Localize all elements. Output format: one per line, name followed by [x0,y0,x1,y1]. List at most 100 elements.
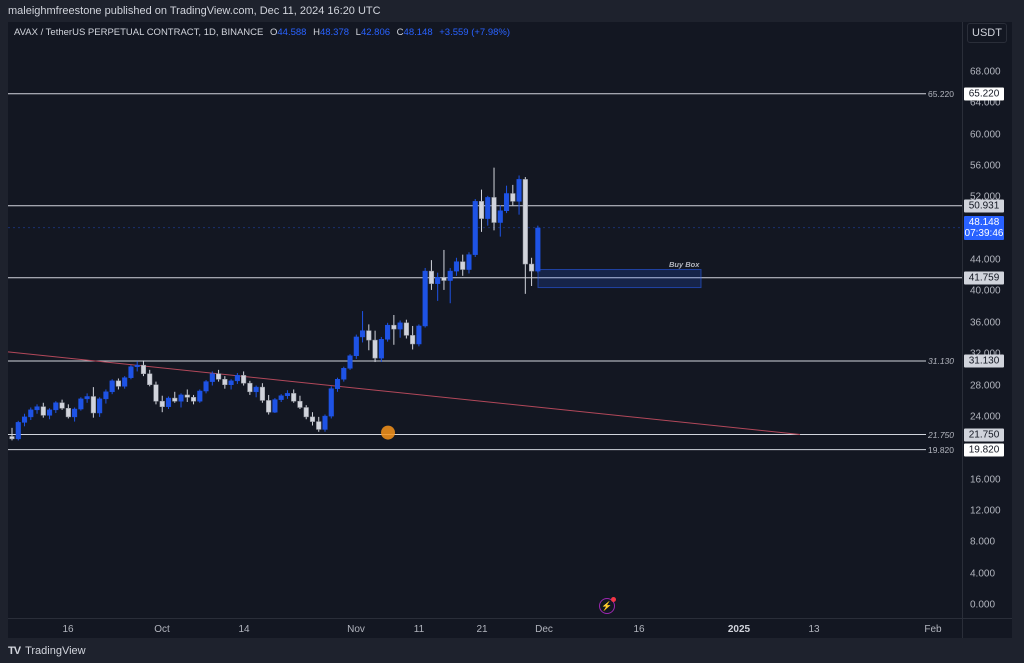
candle-body [334,379,341,389]
high-label: H [313,27,320,38]
trendline[interactable] [7,351,801,436]
time-tick: Dec [535,624,553,635]
time-axis-divider [8,618,1012,619]
high-value: 48.378 [319,27,350,38]
time-tick: 13 [808,624,820,635]
candle-body [341,368,347,380]
candle-body [447,270,453,281]
candle-body [21,416,28,423]
candle-body [203,381,209,392]
candle-body [309,416,316,422]
time-tick: 2025 [727,624,751,635]
brand-name: TradingView [25,645,86,657]
candle-body [529,263,535,272]
candle-body [510,193,516,202]
candle-body [65,408,71,418]
candle-body [403,322,409,336]
low-value: 42.806 [360,27,391,38]
candle-body [328,388,334,417]
level-line-label: 31.130 [928,356,954,366]
level-price-tag: 21.750 [964,428,1004,442]
price-tick: 40.000 [970,285,1001,297]
candle-body [472,201,478,255]
candle-body [378,339,384,359]
level-line-label: 21.750 [928,429,954,440]
candle-body [428,270,434,284]
candle-body [485,197,491,219]
economic-event-icon[interactable]: ⚡ [599,597,616,614]
candle-body [422,270,428,327]
candle-body [197,390,203,402]
candle-body [165,397,172,407]
ohlc-legend: AVAX / TetherUS PERPETUAL CONTRACT, 1D, … [14,27,510,38]
time-tick: 11 [413,624,425,635]
price-tick: 16.000 [970,474,1001,486]
symbol-title[interactable]: AVAX / TetherUS PERPETUAL CONTRACT, 1D, … [14,27,264,38]
candle-body [491,197,497,223]
publish-info: maleighmfreestone published on TradingVi… [8,5,381,17]
candle-body [147,373,153,386]
level-price-tag: 65.220 [964,87,1004,101]
candle-body [216,373,222,380]
candle-body [272,399,278,413]
candle-body [228,380,234,386]
time-tick: 16 [633,624,645,635]
candle-body [478,201,485,219]
candle-body [241,375,247,384]
open-value: 44.588 [277,27,307,38]
candle-body [40,406,46,416]
price-tick: 64.000 [970,97,1001,109]
candle-body [122,377,128,387]
time-tick: 16 [62,624,74,635]
price-tick: 4.000 [970,568,996,580]
price-tick: 0.000 [970,599,996,611]
tradingview-logo[interactable]: TV TradingView [8,645,86,657]
candle-body [140,364,147,375]
time-tick: 21 [476,624,488,635]
current-price: 48.148 [968,216,1000,228]
candle-body [266,400,272,413]
candle-body [397,322,403,330]
price-tick: 36.000 [970,317,1001,329]
currency-button[interactable]: USDT [967,23,1007,43]
marker-circle [381,425,395,440]
tv-logo-icon: TV [8,645,21,657]
candle-body [209,373,215,382]
chart-frame[interactable] [8,22,1012,638]
change-value: +3.559 (+7.98%) [439,27,511,38]
candle-body [159,400,165,407]
orange-marker [381,425,395,440]
candle-body [47,409,53,416]
time-tick: Nov [347,624,365,635]
buy-box-label: Buy Box [669,260,700,269]
close-value: 48.148 [403,27,433,38]
low-label: L [355,27,361,38]
candle-body [9,436,15,440]
candle-body [28,409,34,418]
candle-body [466,254,472,270]
candle-body [535,227,541,272]
candle-body [184,394,190,398]
current-price-tag: 48.148 07:39:46 [964,215,1004,240]
price-levels [8,93,962,451]
price-tick: 56.000 [970,160,1001,172]
candle-body [134,364,140,367]
price-tick: 60.000 [970,129,1001,141]
buy-box-rect[interactable] [537,269,702,289]
price-tick: 12.000 [970,505,1001,517]
candle-body [103,391,109,400]
candle-body [253,386,259,393]
candle-body [516,179,522,202]
trendline [7,351,801,436]
candle-body [366,330,372,341]
level-price-tag: 19.820 [964,443,1004,457]
level-price-tag: 50.931 [964,199,1004,213]
candle-body [172,397,178,402]
bar-countdown: 07:39:46 [964,227,1004,239]
level-price-tag: 41.759 [964,271,1004,285]
candle-body [297,400,303,408]
candle-body [360,330,366,338]
candle-body [391,324,397,330]
candle-body [222,379,228,386]
